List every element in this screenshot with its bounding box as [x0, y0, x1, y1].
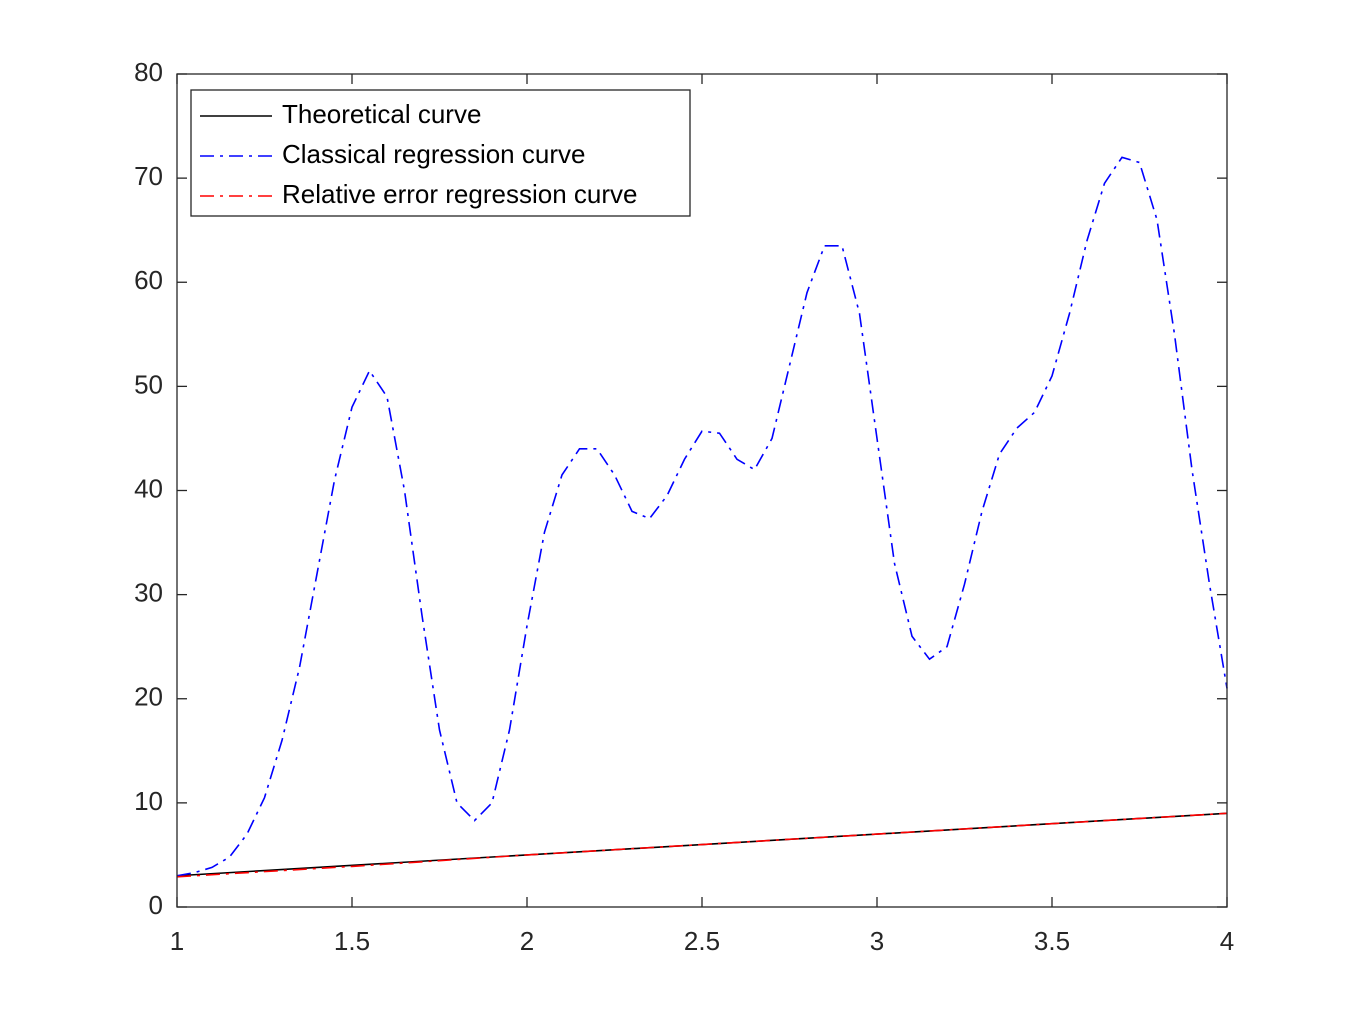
legend-box [190, 89, 691, 217]
x-tick-label: 3 [870, 926, 884, 956]
series-line [176, 156, 1228, 877]
y-tick-label: 70 [134, 161, 163, 191]
legend-label: Classical regression curve [282, 139, 585, 169]
legend-label: Relative error regression curve [282, 179, 637, 209]
y-tick-label: 20 [134, 682, 163, 712]
x-tick-label: 2 [520, 926, 534, 956]
series-line [176, 812, 1228, 878]
x-tick-label: 1 [170, 926, 184, 956]
y-tick-label: 60 [134, 265, 163, 295]
y-tick-label: 0 [149, 890, 163, 920]
x-tick-label: 2.5 [684, 926, 720, 956]
y-tick-label: 30 [134, 578, 163, 608]
legend-label: Theoretical curve [282, 99, 481, 129]
axes-box [176, 73, 1228, 908]
x-tick-label: 3.5 [1034, 926, 1070, 956]
y-tick-label: 50 [134, 369, 163, 399]
y-tick-label: 80 [134, 57, 163, 87]
y-tick-label: 40 [134, 473, 163, 503]
legend: Theoretical curve Classical regression cu… [190, 89, 691, 217]
y-tick-label: 10 [134, 786, 163, 816]
x-tick-label: 4 [1220, 926, 1234, 956]
x-tick-label: 1.5 [334, 926, 370, 956]
